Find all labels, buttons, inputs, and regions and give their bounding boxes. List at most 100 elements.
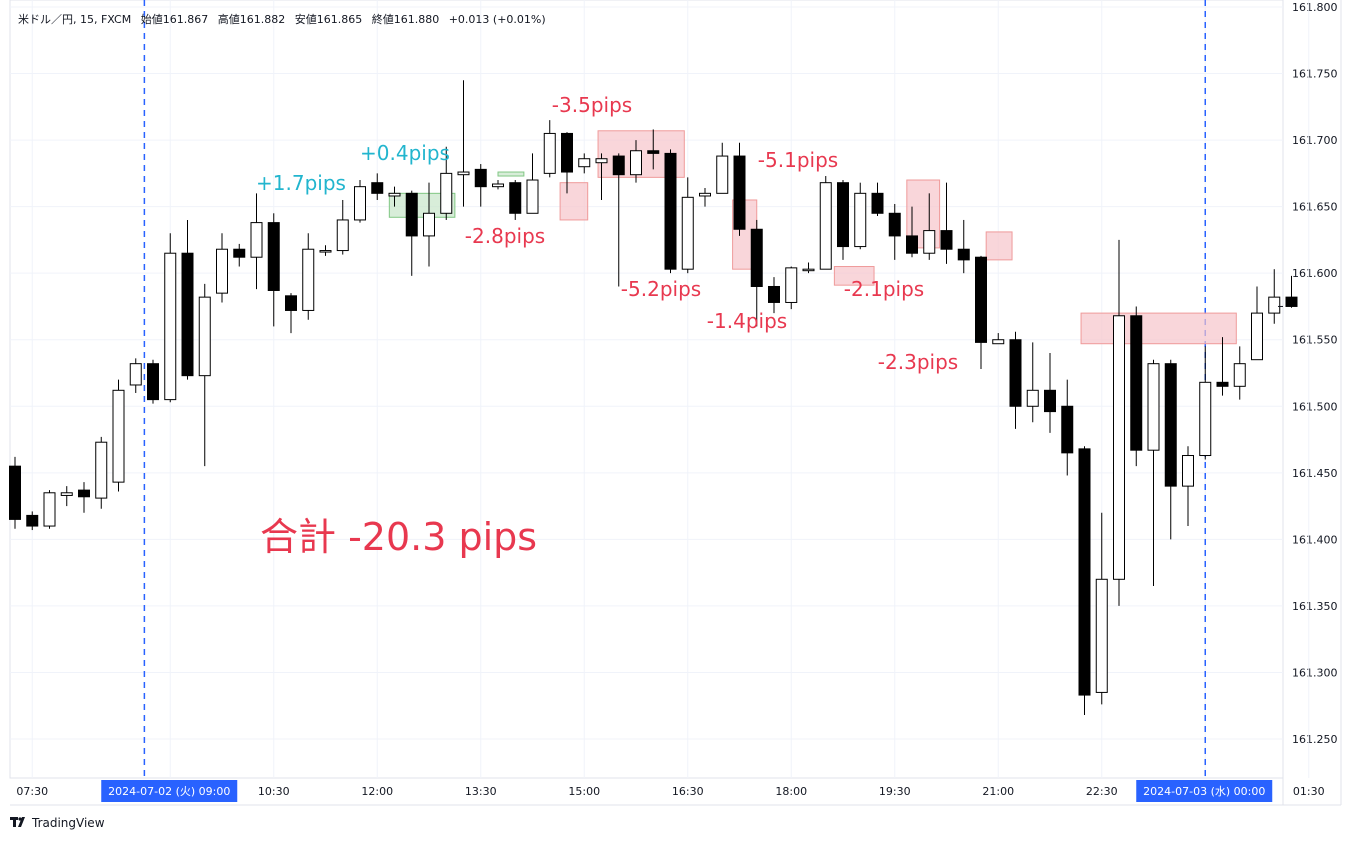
candle-body[interactable] [147,363,159,401]
candle-body[interactable] [992,339,1005,345]
candle-body[interactable] [78,489,90,498]
candle-body[interactable] [1130,315,1143,451]
candle-body[interactable] [423,212,435,237]
candle-body[interactable] [578,158,591,168]
candle-body[interactable] [267,222,280,291]
candle-body[interactable] [319,250,332,253]
trade-pips-label: -5.1pips [758,148,838,172]
legend-symbol[interactable]: 米ドル／円, 15, FXCM [18,13,132,26]
trade-pips-label: -5.2pips [621,277,701,301]
candle-body[interactable] [233,248,246,258]
candle-body[interactable] [1233,363,1246,387]
x-tick-label: 13:30 [465,785,497,798]
candle-body[interactable] [1199,381,1212,457]
candle-body[interactable] [733,155,746,230]
candle-body[interactable] [9,465,21,520]
candle-body[interactable] [1251,312,1263,361]
candle-body[interactable] [1164,363,1177,487]
candle-body[interactable] [595,158,608,164]
candle-body[interactable] [1044,389,1056,413]
trade-box[interactable] [388,192,456,218]
candle-body[interactable] [923,230,936,254]
trade-pips-label: -2.1pips [844,277,924,301]
y-tick-label: 161.600 [1292,267,1338,280]
candle-body[interactable] [388,192,401,197]
candle-body[interactable] [474,168,487,188]
candle-body[interactable] [457,171,470,176]
y-tick-label: 161.550 [1292,334,1338,347]
candle-body[interactable] [630,150,642,176]
candle-body[interactable] [336,219,349,252]
candle-body[interactable] [43,492,56,527]
candle-body[interactable] [750,228,763,287]
candle-body[interactable] [1113,315,1125,580]
candle-body[interactable] [26,514,39,527]
candle-body[interactable] [561,132,573,173]
candle-body[interactable] [250,222,263,258]
candle-body[interactable] [1216,381,1229,387]
candle-body[interactable] [768,285,780,303]
candle-body[interactable] [1009,339,1022,407]
candle-body[interactable] [1095,578,1108,693]
candle-body[interactable] [1061,405,1074,454]
y-tick-label: 161.250 [1292,733,1338,746]
candle-body[interactable] [95,441,108,499]
y-tick-label: 161.300 [1292,666,1338,679]
candle-body[interactable] [681,196,694,270]
candle-body[interactable] [1147,363,1160,451]
trade-box[interactable] [985,231,1013,261]
trade-pips-label: -2.8pips [465,224,545,248]
candle-body[interactable] [371,182,384,194]
candle-body[interactable] [906,235,918,254]
candle-body[interactable] [1268,296,1281,314]
candle-body[interactable] [612,155,625,176]
candle-body[interactable] [1026,389,1039,407]
candle-body[interactable] [181,252,194,377]
candle-body[interactable] [699,192,711,197]
candle-body[interactable] [285,295,297,311]
x-tick-label: 16:30 [672,785,704,798]
candle-body[interactable] [216,248,228,294]
candle-body[interactable] [1078,448,1091,696]
candle-body[interactable] [164,252,177,401]
trade-box[interactable] [1080,312,1237,345]
candle-body[interactable] [975,256,987,343]
candle-body[interactable] [785,267,798,303]
candle-body[interactable] [819,182,832,270]
candle-body[interactable] [129,363,142,386]
candle-body[interactable] [854,192,867,248]
candle-body[interactable] [112,389,125,483]
trade-box[interactable] [833,266,875,286]
trade-box[interactable] [497,171,525,177]
candle-body[interactable] [492,183,504,188]
candle-body[interactable] [871,192,884,214]
trade-box[interactable] [559,182,589,221]
tradingview-logo[interactable]: TradingView [10,816,105,830]
candle-body[interactable] [198,296,211,377]
candle-body[interactable] [664,152,677,270]
candle-body[interactable] [888,212,901,237]
candle-body[interactable] [302,248,315,311]
candle-body[interactable] [1182,455,1194,487]
trade-pips-label: +1.7pips [256,171,346,195]
candle-body[interactable] [543,132,556,174]
session-date-label: 2024-07-03 (水) 00:00 [1143,785,1265,798]
candle-body[interactable] [837,182,849,248]
candle-body[interactable] [647,150,660,154]
y-tick-label: 161.350 [1292,600,1338,613]
candle-body[interactable] [354,186,366,221]
candle-body[interactable] [716,155,729,194]
candle-body[interactable] [802,268,815,272]
candle-body[interactable] [526,179,539,214]
x-tick-label: 22:30 [1086,785,1118,798]
candle-body[interactable] [940,230,953,250]
candle-body[interactable] [405,192,418,237]
candle-body[interactable] [957,248,970,261]
candle-body[interactable] [509,182,522,214]
candle-body[interactable] [60,492,73,496]
legend-change: +0.013 (+0.01%) [448,13,546,26]
candle-body[interactable] [1285,296,1298,307]
candle-body[interactable] [440,172,453,214]
x-tick-label: 07:30 [16,785,48,798]
